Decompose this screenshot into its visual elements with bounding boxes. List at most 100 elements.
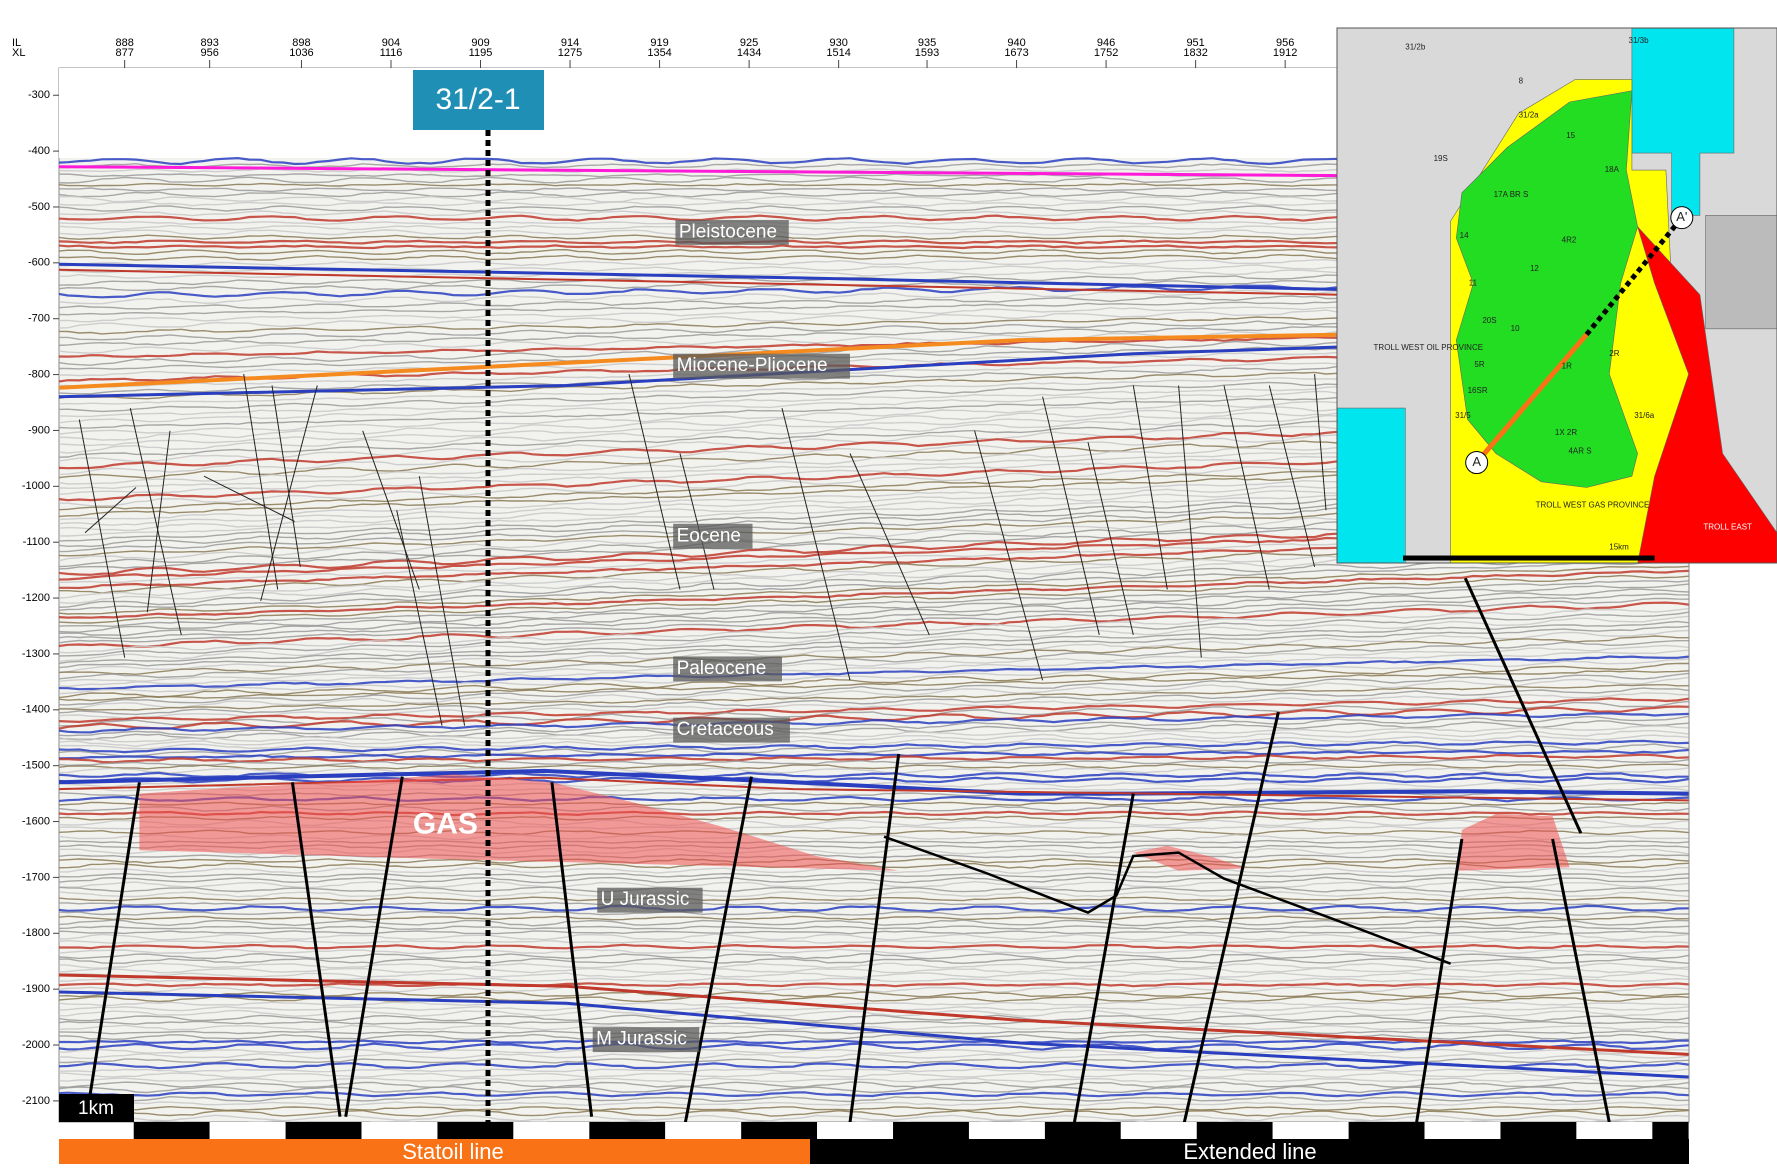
fault-minor [78,419,126,658]
seismic-reflector [59,991,1689,998]
formation-label: Cretaceous [677,719,774,740]
seismic-reflector [59,872,1689,878]
fault-minor [1087,442,1134,636]
scale-segment [361,1122,438,1139]
fault-minor [849,453,930,636]
fault-major [683,776,753,1122]
fault-minor [1314,374,1327,511]
map-label: 4R2 [1562,235,1577,244]
scale-segment [133,1122,210,1139]
seismic-reflector [59,1009,1689,1017]
scale-bar [133,1122,1689,1139]
profile-end [1670,206,1694,230]
seismic-reflector [59,881,1689,889]
seismic-reflector [59,697,1689,724]
seismic-reflector [59,739,1689,754]
map-label: 18A [1605,165,1620,174]
map-label: 17A BR S [1494,190,1529,199]
il-tick-label: 909 [471,37,489,49]
seismic-reflector [59,915,1689,921]
formation-box [592,1027,700,1053]
xl-tick-label: 1752 [1094,47,1118,59]
map-label: 11 [1469,279,1478,288]
seismic-reflector [59,890,1689,898]
formation-label: M Jurassic [596,1029,687,1050]
seismic-reflector [59,720,1689,741]
interpreted-horizon [883,835,1452,965]
formation-label: U Jurassic [601,889,690,910]
seismic-reflector [59,608,1689,654]
il-tick-label: 888 [115,37,133,49]
map-label: 19S [1434,154,1448,163]
formation-label: Eocene [677,525,741,546]
seismic-reflector [59,910,1689,917]
seismic-reflector [129,1119,1637,1122]
fault-minor [271,385,301,567]
fault-major [1072,793,1135,1122]
xl-tick-label: 1195 [469,47,493,59]
scale-segment [1424,1122,1501,1139]
gas-zone [1458,814,1570,871]
seismic-reflector [59,1077,1689,1083]
il-tick-label: 930 [829,37,847,49]
fault-minor [628,373,681,590]
seismic-reflector [59,866,1689,874]
xl-tick-label: 1514 [826,47,850,59]
seismic-reflector [59,901,1689,906]
map-area [1337,407,1406,563]
horizon [59,768,1689,796]
seismic-reflector [59,930,1689,935]
seismic-reflector [59,684,1689,711]
seismic-reflector [59,635,1689,676]
map-label: A [1472,454,1481,469]
fault-minor [974,430,1044,681]
scale-segment [589,1122,666,1139]
fault-major [86,782,141,1106]
scale-segment [1196,1122,1273,1139]
xl-tick-label: 1593 [915,47,939,59]
seismic-reflector [59,588,1689,637]
seismic-reflector [59,862,1689,869]
seismic-reflector [59,672,1689,706]
map-label: 2R [1609,349,1619,358]
fault-minor [1268,385,1316,568]
seismic-reflector [59,1048,1689,1055]
seismic-reflector [59,962,1689,969]
seismic-reflector [59,640,1689,680]
seismic-reflector [59,620,1689,665]
seismic-reflector [59,904,1689,913]
seismic-reflector [59,662,1689,699]
well-label: 31/2-1 [435,83,520,116]
depth-tick-label: -1500 [22,760,50,772]
map-frame [1336,27,1777,564]
fault-major [1463,577,1583,834]
seismic-reflector [59,670,1689,702]
horizon [59,973,1689,1056]
map-label: 8 [1519,77,1524,86]
profile-a [1474,332,1589,465]
fault-major [290,782,342,1117]
fault-minor [781,407,851,681]
map-area [1637,226,1777,563]
depth-tick-label: -700 [28,313,50,325]
seismic-reflector [59,569,1689,619]
seismic-reflector [59,644,1689,682]
depth-tick-label: -800 [28,368,50,380]
il-tick-label: 919 [650,37,668,49]
seismic-reflector [59,692,1689,719]
seismic-reflector [59,748,1689,760]
seismic-reflector [59,574,1689,624]
labels: Pleistocene Miocene-Pliocene Eocene Paleoce… [413,219,850,1053]
extended-line-label: Extended line [1183,1139,1316,1164]
xl-tick-label: 877 [115,47,133,59]
seismic-reflector [59,933,1689,941]
seismic-reflector [59,763,1689,770]
seismic-reflector [59,1052,1689,1060]
seismic-reflector [59,725,1689,743]
map-label: 12 [1530,264,1539,273]
seismic-reflector [59,767,1689,774]
seismic-reflector [59,611,1689,657]
formation-label: Pleistocene [679,221,777,242]
